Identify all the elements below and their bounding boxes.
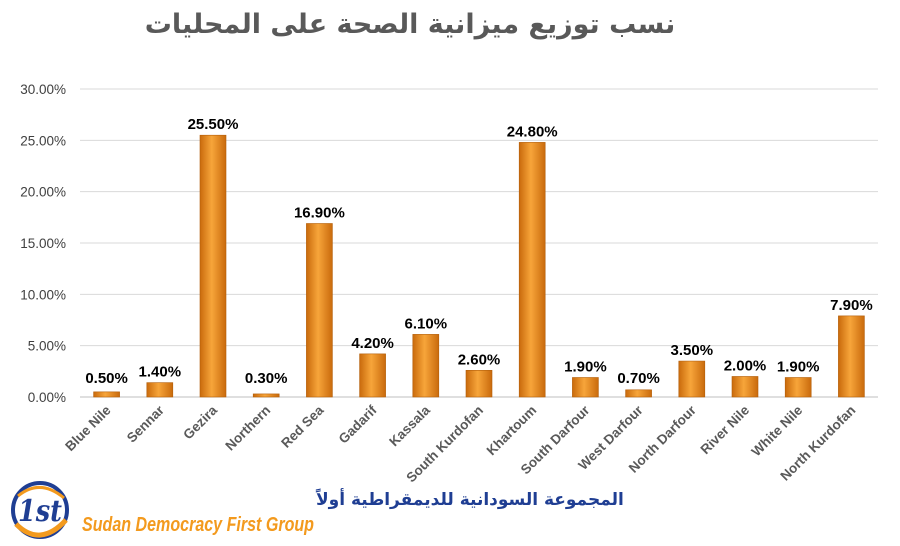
x-tick-label: White Nile [749,402,806,459]
x-tick-label: Blue Nile [62,402,114,454]
y-tick-label: 20.00% [20,185,66,200]
bar [731,376,759,398]
data-label: 24.80% [507,123,558,140]
bar [518,142,546,398]
y-tick-label: 0.00% [28,390,66,405]
bars [93,134,865,398]
data-label: 0.30% [245,370,288,387]
bar [784,377,812,398]
bar [93,391,120,398]
y-tick-label: 30.00% [20,82,66,97]
data-label: 1.90% [564,358,607,375]
bar [252,393,280,398]
x-tick-label: River Nile [697,402,752,457]
data-label: 1.40% [139,364,182,381]
y-tick-label: 10.00% [20,287,66,302]
bar [146,382,174,398]
logo-arabic-name: المجموعة السودانية للديمقراطية أولاً [315,488,624,510]
data-label: 2.00% [724,357,767,374]
chart-title: نسب توزيع ميزانية الصحة على المحليات [145,9,676,40]
logo-mark-text: 1st [18,494,62,529]
x-tick-label: Gezira [180,402,220,442]
y-tick-label: 15.00% [20,236,66,251]
data-label: 2.60% [458,351,501,368]
logo-mark-icon: 1st [11,481,69,539]
y-tick-label: 5.00% [28,339,66,354]
bar [199,134,227,398]
bar [465,370,493,398]
bar [838,315,865,398]
bar [625,389,652,398]
data-label: 0.70% [617,370,660,387]
y-axis-ticks: 0.00% 5.00% 10.00% 15.00% 20.00% 25.00% 30.00% [20,82,66,405]
x-tick-label: Khartoum [484,403,540,459]
x-tick-label: Kassala [386,402,433,449]
x-axis-ticks: Blue Nile Sennar Gezira Northern Red Sea Gada… [62,402,858,485]
logo-english-name: Sudan Democracy First Group [82,514,314,536]
x-tick-label: Northern [222,403,273,454]
bar [678,360,706,398]
data-label: 6.10% [405,315,448,332]
data-label: 7.90% [830,297,873,314]
bar [306,223,333,398]
data-labels: 0.50% 1.40% 25.50% 0.30% 16.90% 4.20% 6.10% 2.6… [85,116,872,387]
data-label: 25.50% [188,116,239,133]
bar [572,377,599,398]
data-label: 1.90% [777,358,820,375]
y-tick-label: 25.00% [20,133,66,148]
sdfg-logo: 1st المجموعة السودانية للديمقراطية أولاً… [11,481,624,539]
x-tick-label: Gadarif [336,402,380,446]
bar [412,334,440,398]
data-label: 4.20% [351,335,394,352]
data-label: 3.50% [671,342,714,359]
data-label: 0.50% [85,370,128,387]
data-label: 16.90% [294,204,345,221]
x-tick-label: Red Sea [278,402,327,451]
bar [359,353,386,398]
x-tick-label: Sennar [124,402,167,445]
